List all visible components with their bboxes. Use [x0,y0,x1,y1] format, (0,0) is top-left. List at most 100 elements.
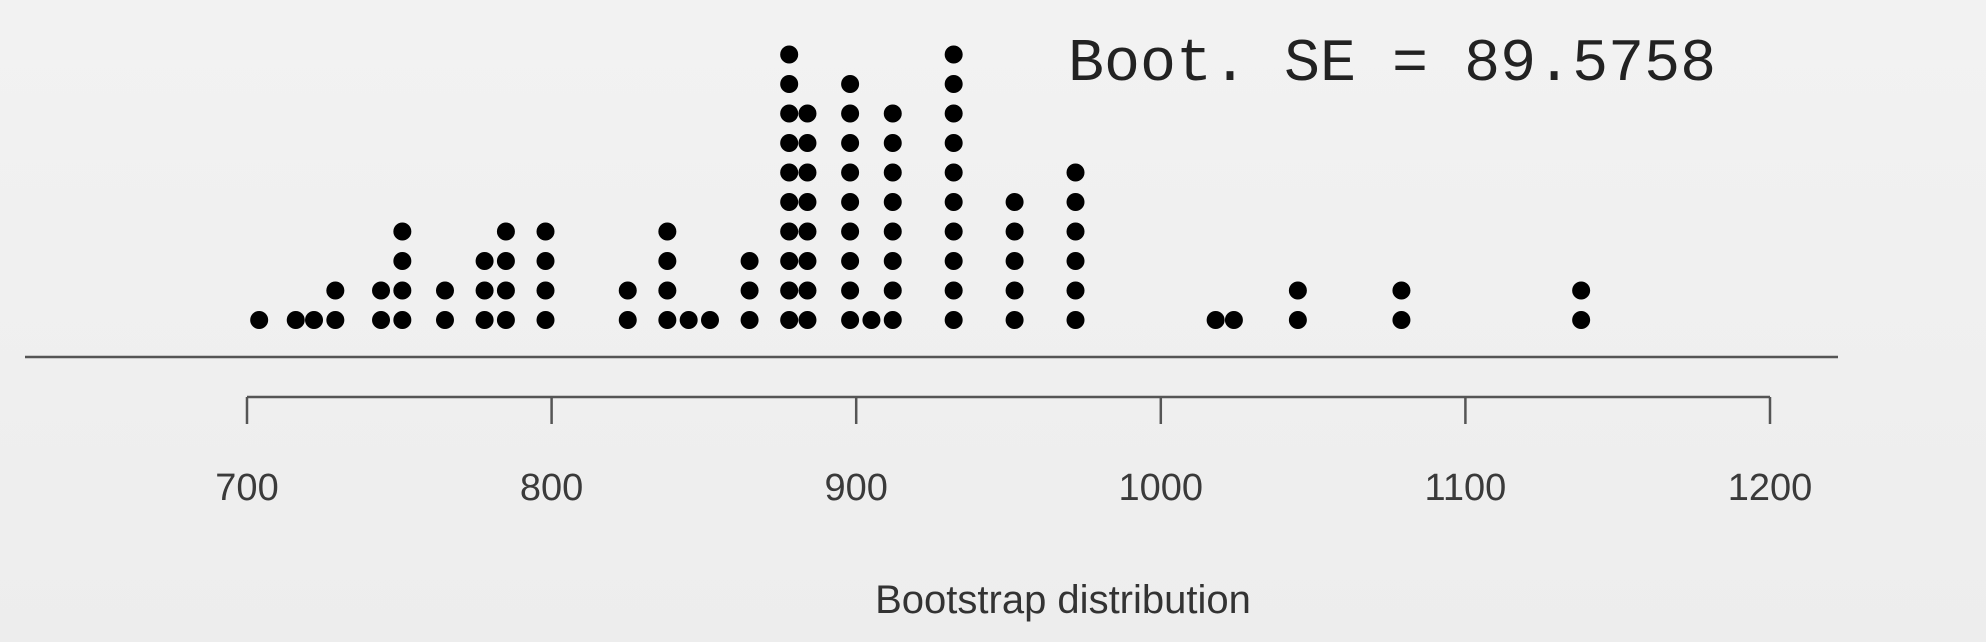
data-point [393,222,412,241]
data-point [1066,163,1085,182]
data-point [798,252,817,270]
data-point [393,311,412,329]
data-point [883,134,902,152]
data-point [618,281,637,300]
data-point [780,104,799,123]
data-point [1392,311,1411,329]
data-point [798,281,817,300]
data-point [326,311,345,329]
data-point [841,281,860,300]
data-point [658,252,677,270]
x-tick-label: 700 [215,467,278,509]
data-point [700,311,719,329]
data-point [780,163,799,182]
data-point [1066,281,1085,300]
data-point [1005,193,1024,211]
data-point [944,104,963,123]
data-point [798,134,817,152]
data-point [496,222,515,241]
data-point [1005,281,1024,300]
data-point [326,281,345,300]
data-point [944,222,963,241]
data-point [1066,193,1085,211]
data-point [780,193,799,211]
data-point [944,134,963,152]
data-point [536,222,555,241]
data-point [841,104,860,123]
data-point [841,311,860,329]
data-point [944,281,963,300]
data-point [536,281,555,300]
data-point [1066,252,1085,270]
data-point [883,281,902,300]
data-point [372,311,391,329]
data-point [780,45,799,64]
data-point [780,134,799,152]
data-point [1206,311,1225,329]
data-point [740,252,759,270]
data-point [883,163,902,182]
x-axis: 700 800 900 1000 1100 1200 [215,395,1813,509]
data-point [435,311,454,329]
data-point [496,252,515,270]
data-point [1288,311,1307,329]
data-point [658,311,677,329]
data-point [944,252,963,270]
boot-se-annotation: Boot. SE = 89.5758 [1068,31,1716,99]
data-point [780,75,799,93]
data-point [780,252,799,270]
data-point [618,311,637,329]
data-point [883,104,902,123]
data-point [798,163,817,182]
data-point [1005,222,1024,241]
dots-layer [250,45,1591,329]
data-point [475,252,494,270]
data-point [944,193,963,211]
data-point [536,252,555,270]
data-point [798,193,817,211]
data-point [780,281,799,300]
data-point [372,281,391,300]
data-point [286,311,305,329]
data-point [1288,281,1307,300]
data-point [393,281,412,300]
data-point [496,311,515,329]
x-tick-label: 1100 [1425,467,1507,509]
data-point [1005,311,1024,329]
data-point [798,104,817,123]
data-point [944,163,963,182]
data-point [883,311,902,329]
data-point [658,222,677,241]
data-point [305,311,324,329]
data-point [658,281,677,300]
data-point [250,311,269,329]
data-point [1572,311,1591,329]
data-point [496,281,515,300]
data-point [883,193,902,211]
data-point [435,281,454,300]
data-point [1005,252,1024,270]
data-point [841,163,860,182]
x-tick-label: 1000 [1119,467,1204,509]
data-point [393,252,412,270]
data-point [883,222,902,241]
data-point [679,311,698,329]
data-point [841,222,860,241]
data-point [1224,311,1243,329]
data-point [475,281,494,300]
data-point [944,311,963,329]
data-point [862,311,881,329]
x-tick-label: 1200 [1728,467,1813,509]
data-point [1392,281,1411,300]
data-point [798,311,817,329]
data-point [944,45,963,64]
data-point [798,222,817,241]
data-point [841,193,860,211]
data-point [841,252,860,270]
data-point [536,311,555,329]
data-point [1066,222,1085,241]
data-point [944,75,963,93]
x-tick-label: 900 [824,467,887,509]
data-point [780,311,799,329]
